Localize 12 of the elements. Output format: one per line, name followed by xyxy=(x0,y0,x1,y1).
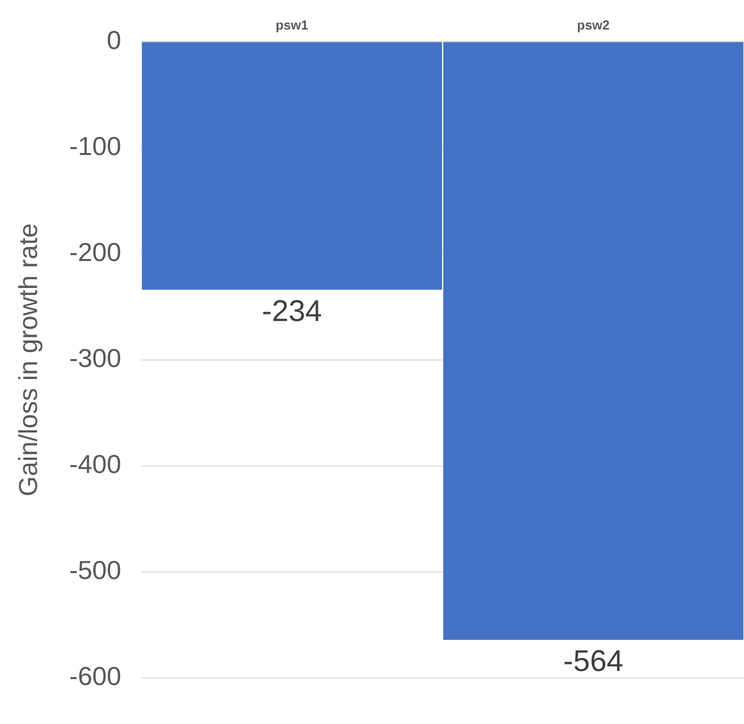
data-label: -234 xyxy=(262,295,322,328)
y-tick-label: -100 xyxy=(69,130,122,161)
x-tick-label: psw2 xyxy=(577,17,610,32)
y-axis-title: Gain/loss in growth rate xyxy=(12,223,43,496)
x-tick-label: psw1 xyxy=(276,17,308,32)
y-tick-label: -600 xyxy=(69,661,122,692)
y-tick-label: 0 xyxy=(106,24,122,55)
y-tick-label: -400 xyxy=(69,449,122,480)
y-tick-label: -200 xyxy=(69,236,122,267)
data-label: -564 xyxy=(563,645,624,678)
y-tick-label: -500 xyxy=(69,555,122,586)
y-tick-label: -300 xyxy=(69,342,122,373)
